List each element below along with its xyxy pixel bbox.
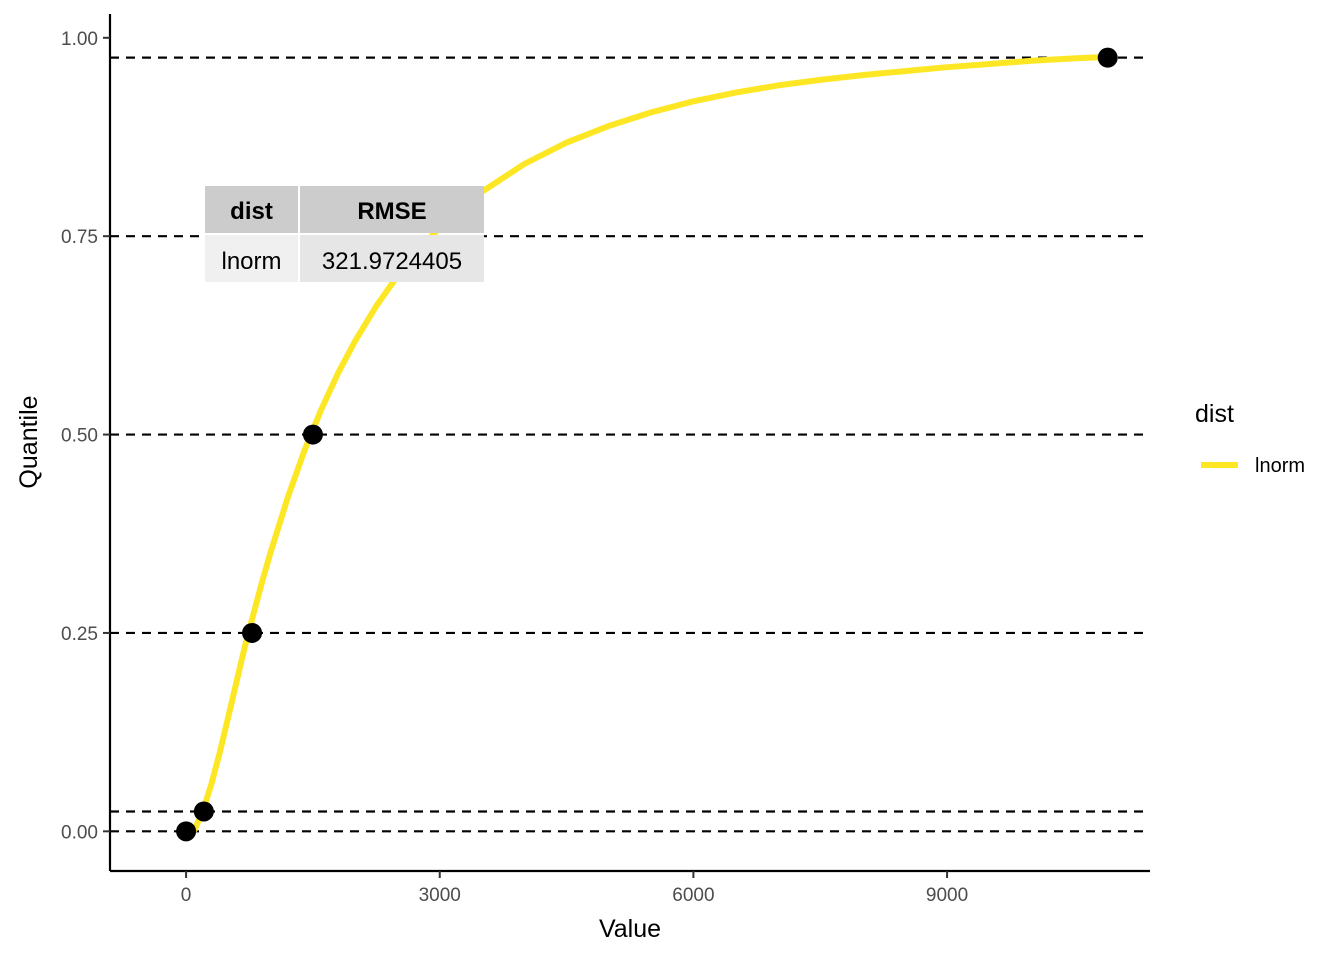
y-tick-label: 1.00	[61, 29, 98, 50]
legend: dist lnorm	[1195, 400, 1305, 477]
points-layer	[176, 47, 1118, 842]
table-cell	[205, 235, 298, 282]
y-tick-label: 0.75	[61, 227, 98, 248]
table-cell-text: lnorm	[221, 248, 281, 275]
table-header-dist: dist	[230, 198, 273, 225]
data-point-1	[193, 801, 214, 822]
y-ticks: 0.00 0.25 0.50 0.75 1.00	[61, 29, 110, 843]
data-point-3	[302, 424, 323, 445]
x-tick-label: 3000	[419, 885, 461, 906]
y-tick-label: 0.50	[61, 426, 98, 447]
data-point-4	[1097, 47, 1118, 68]
reference-lines	[110, 56, 1150, 833]
table-cell-text: 321.9724405	[322, 248, 462, 275]
table-header-cell	[300, 186, 484, 233]
data-point-0	[176, 821, 197, 842]
y-axis-title: Quantile	[15, 395, 43, 488]
data-point-2	[242, 622, 263, 643]
curve-layer	[183, 53, 1111, 835]
y-tick-label: 0.00	[61, 822, 98, 843]
x-tick-label: 0	[181, 885, 192, 906]
y-tick-label: 0.25	[61, 624, 98, 645]
legend-entries: lnorm	[1201, 455, 1305, 477]
legend-label-lnorm: lnorm	[1255, 455, 1305, 477]
table-cell	[300, 235, 484, 282]
series-line-lnorm	[183, 53, 1111, 835]
x-ticks: 0 3000 6000 9000	[181, 871, 968, 906]
x-tick-label: 9000	[926, 885, 968, 906]
x-axis-title: Value	[599, 915, 661, 943]
annotation-table: dist RMSE lnorm 321.9724405	[205, 186, 484, 282]
table-header-cell	[205, 186, 298, 233]
legend-title: dist	[1195, 400, 1234, 428]
table-header-RMSE: RMSE	[357, 198, 426, 225]
axes	[108, 14, 1150, 873]
x-tick-label: 6000	[672, 885, 714, 906]
